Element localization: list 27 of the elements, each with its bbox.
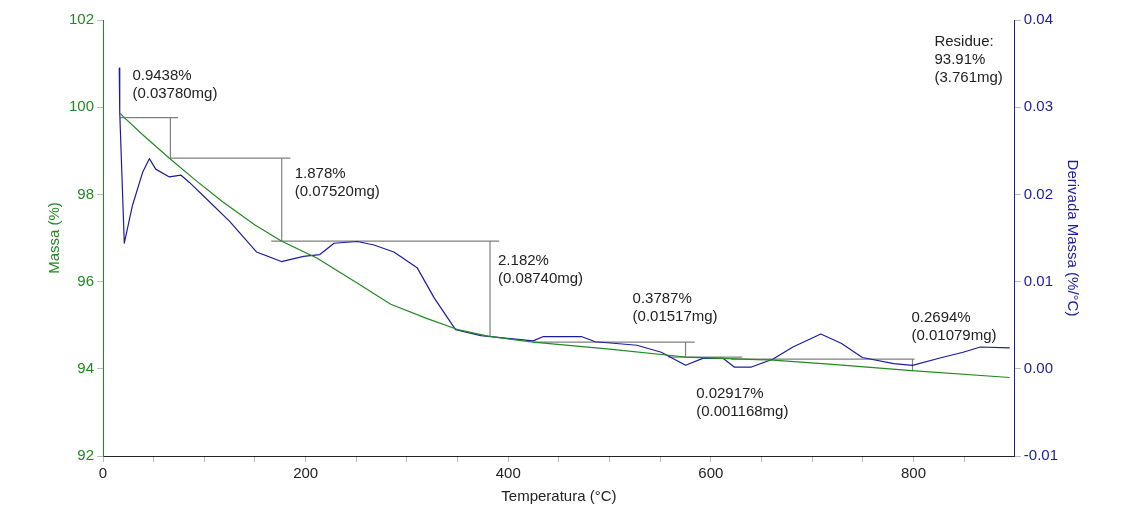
y-axis-title: Massa (%): [45, 202, 63, 274]
x-tick-label: 0: [98, 464, 108, 482]
y-tick-label: 94: [77, 358, 95, 376]
y-tick-label: 92: [77, 446, 95, 464]
annotation: Residue: 93.91% (3.761mg): [934, 31, 1003, 85]
y2-tick-label: 0.04: [1023, 10, 1054, 28]
annotation: 0.9438% (0.03780mg): [132, 66, 218, 102]
y2-tick-label: 0.01: [1023, 271, 1054, 289]
y2-tick-label: -0.01: [1023, 446, 1059, 464]
y2-tick-label: 0.00: [1023, 358, 1054, 376]
x-tick-label: 400: [495, 464, 521, 482]
annotation: 0.2694% (0.01079mg): [911, 307, 997, 343]
y-tick-label: 96: [77, 271, 95, 289]
y-tick-label: 98: [77, 184, 95, 202]
x-tick-label: 200: [293, 464, 319, 482]
annotation: 1.878% (0.07520mg): [294, 163, 380, 199]
annotation: 0.02917% (0.001168mg): [696, 383, 789, 419]
x-tick-label: 600: [698, 464, 724, 482]
y2-tick-label: 0.03: [1023, 97, 1054, 115]
x-tick-label: 800: [900, 464, 927, 482]
x-axis-title: Temperatura (°C): [501, 487, 617, 505]
annotation: 2.182% (0.08740mg): [498, 250, 584, 286]
y2-axis-title: Derivada Massa (%/°C): [1064, 159, 1082, 317]
annotation: 0.3787% (0.01517mg): [632, 288, 718, 324]
y-tick-label: 102: [69, 10, 95, 28]
y-tick-label: 100: [69, 97, 95, 115]
y2-tick-label: 0.02: [1023, 184, 1054, 202]
